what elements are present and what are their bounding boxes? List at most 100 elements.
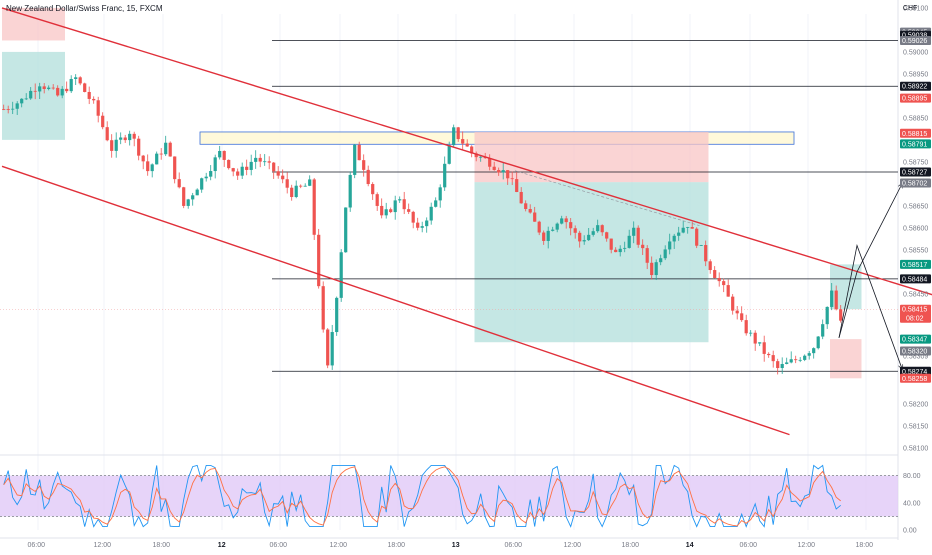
price-tick-label: 0.58950 [903,71,928,78]
price-badge [900,139,931,149]
price-badge-label: 0.58347 [902,337,927,344]
time-tick-label: 18:00 [388,542,406,549]
candle-body [213,157,217,172]
candle-body [398,199,402,201]
price-tick-label: 0.58200 [903,401,928,408]
candle-body [227,159,231,169]
candle-body [263,161,267,163]
candle-body [708,261,712,271]
candle-body [218,150,222,158]
time-tick-label: 06:00 [505,542,523,549]
time-tick-label: 12:00 [330,542,348,549]
oscillator-tick-label: 80.00 [903,473,921,480]
candle-body [488,158,492,167]
candle-body [92,98,96,101]
candle-body [551,229,555,231]
candle-body [528,209,532,213]
candle-body [573,228,577,233]
candle-body [771,355,775,362]
price-badge-label: 0.58484 [902,276,927,283]
price-badge [900,366,931,376]
candle-body [812,348,816,354]
candle-body [569,222,573,229]
candle-body [195,189,199,196]
price-badge [900,334,931,344]
candle-body [767,353,771,356]
price-badge [900,128,931,138]
candle-body [461,139,465,144]
candle-body [636,227,640,245]
projection-path [838,184,902,338]
oscillator-tick-label: 40.00 [903,500,921,507]
candle-body [533,212,537,222]
candle-body [56,87,60,96]
candle-body [614,249,618,253]
candle-body [753,332,757,344]
candle-body [60,88,64,96]
candle-body [294,185,298,198]
price-badge-label: 0.58702 [902,180,927,187]
price-badge [900,167,931,177]
candle-body [717,277,721,282]
chart-title: New Zealand Dollar/Swiss Franc, 15, FXCM [6,4,163,13]
candle-body [560,218,564,224]
candle-body [438,187,442,201]
candle-body [474,153,478,158]
candle-body [353,144,357,175]
price-badge-label: 0.58727 [902,169,927,176]
candle-body [627,235,631,248]
price-badge-label: 0.58517 [902,262,927,269]
candle-body [389,209,393,213]
price-tick-label: 0.58600 [903,225,928,232]
candle-body [690,227,694,229]
candle-body [785,362,789,365]
candle-body [650,262,654,276]
candle-body [726,285,730,297]
candle-body [699,245,703,246]
candle-body [74,77,78,79]
candle-body [2,109,6,110]
candle-body [668,241,672,250]
price-badge-label: 0.58274 [902,369,927,376]
candle-body [38,86,42,92]
candle-body [245,166,249,170]
candle-body [416,222,420,228]
candle-body [605,232,609,239]
candle-body [96,100,100,116]
candle-body [402,199,406,210]
candle-body [137,138,141,156]
candle-body [677,232,681,236]
candle-body [312,179,316,235]
candle-body [303,185,307,187]
candle-body [308,179,312,186]
price-badge [900,178,931,188]
candle-body [209,171,213,177]
candle-body [821,324,825,337]
candle-body [582,240,586,242]
candle-body [578,232,582,242]
time-tick-label: 06:00 [270,542,288,549]
candle-body [380,205,384,216]
candle-body [281,175,285,180]
zone-earlier-profit [2,51,65,140]
candle-body [618,248,622,253]
candle-body [254,157,258,162]
candle-body [240,166,244,176]
candle-body [87,91,91,99]
candle-body [339,252,343,298]
candle-body [515,179,519,192]
trend-line [1,7,932,296]
candles [2,74,843,375]
price-badge [900,259,931,269]
price-badge [900,346,931,356]
candle-body [236,171,240,176]
price-tick-label: 0.58850 [903,115,928,122]
price-badge-label: 0.59026 [902,38,927,45]
candle-body [272,162,276,172]
candle-body [645,248,649,263]
candle-body [776,361,780,369]
candle-body [362,160,366,170]
price-badge-label: 0.58815 [902,131,927,138]
